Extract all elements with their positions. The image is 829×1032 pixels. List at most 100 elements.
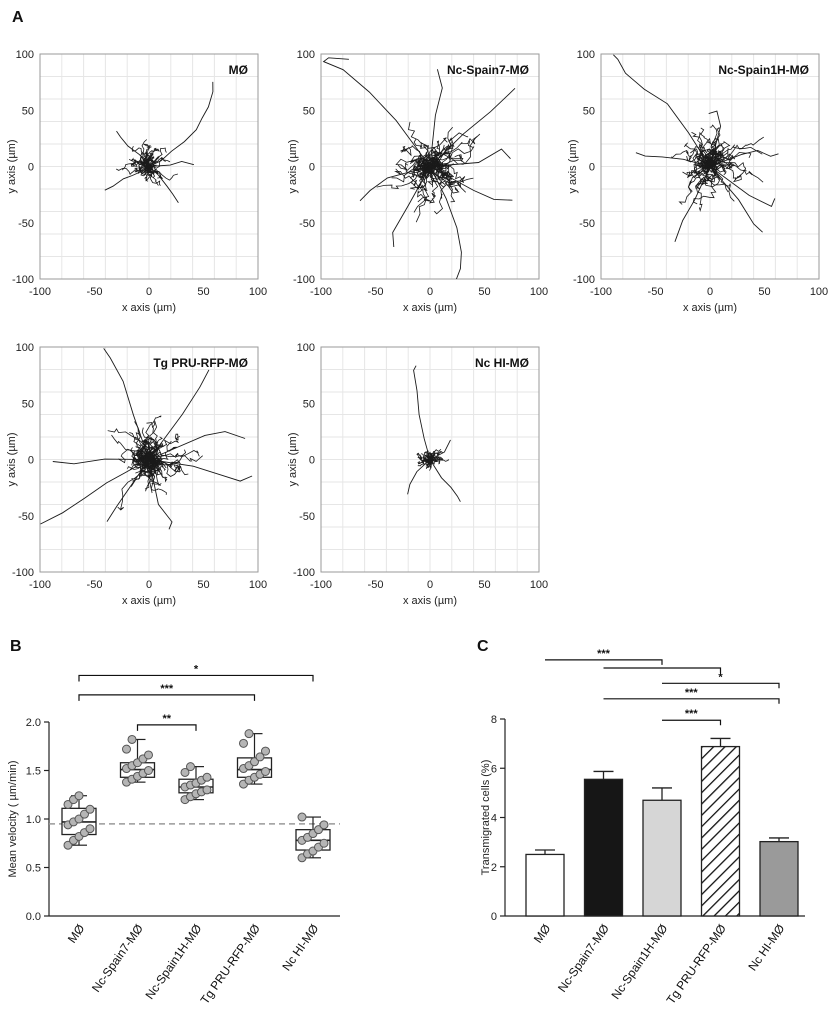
- tracks-group: [104, 81, 214, 204]
- category-label: Nc-Spain1H-MØ: [608, 922, 670, 1002]
- x-tick-label: -100: [310, 579, 332, 591]
- data-point: [255, 752, 265, 762]
- cell-track: [427, 163, 439, 204]
- cell-track: [148, 459, 167, 495]
- x-tick-label: 50: [197, 286, 209, 298]
- cell-track: [143, 143, 152, 167]
- y-tick-label: 50: [583, 105, 595, 117]
- panel-label-b: B: [10, 638, 22, 655]
- cell-track-long: [359, 166, 431, 202]
- y-tick-label: 100: [16, 49, 34, 61]
- x-axis-label: x axis (µm): [403, 302, 457, 314]
- significance-label: **: [162, 713, 171, 725]
- cell-track-long: [103, 348, 150, 460]
- x-axis-label: x axis (µm): [403, 595, 457, 607]
- y-tick-label: 0: [28, 455, 34, 467]
- cell-track-long: [429, 166, 462, 279]
- cell-track: [415, 166, 432, 223]
- cell-track: [413, 138, 437, 169]
- significance-label: *: [194, 663, 199, 675]
- cell-track: [687, 166, 711, 193]
- cell-track: [426, 166, 448, 215]
- data-point: [85, 804, 95, 814]
- y-tick-label: 1.5: [26, 766, 41, 778]
- data-point: [144, 750, 153, 760]
- cell-track: [138, 164, 150, 175]
- x-tick-label: 100: [249, 579, 267, 591]
- y-tick-label: -100: [573, 274, 595, 286]
- cell-track-long: [106, 459, 150, 522]
- plot-title: Nc HI-MØ: [475, 356, 529, 370]
- cell-track-long: [709, 166, 763, 233]
- cell-track: [131, 159, 150, 167]
- cell-track: [709, 161, 764, 183]
- y-tick-label: 0: [28, 162, 34, 174]
- x-tick-label: -50: [87, 286, 103, 298]
- y-tick-label: -50: [18, 218, 34, 230]
- plot-title: Tg PRU-RFP-MØ: [153, 356, 248, 370]
- significance-bracket: [603, 667, 722, 674]
- significance-label: ***: [597, 648, 611, 660]
- cell-track-long: [116, 130, 150, 167]
- cell-track: [429, 457, 450, 463]
- cell-track: [127, 452, 155, 470]
- x-tick-label: 0: [427, 579, 433, 591]
- x-tick-label: 50: [197, 579, 209, 591]
- y-tick-label: -100: [12, 274, 34, 286]
- cell-track: [701, 150, 722, 170]
- bar: [759, 840, 799, 917]
- cell-track-long: [429, 148, 511, 167]
- cell-track: [429, 154, 464, 167]
- panel-label-c: C: [477, 638, 489, 655]
- cell-track: [134, 161, 150, 172]
- y-tick-label: -50: [299, 511, 315, 523]
- cell-track: [429, 132, 469, 167]
- y-axis-label: y axis (µm): [287, 139, 299, 193]
- y-tick-label: 4: [491, 813, 497, 825]
- significance-bracket: [78, 694, 256, 701]
- cell-track: [695, 166, 719, 189]
- plot-frame: [320, 53, 540, 280]
- data-point: [144, 766, 153, 775]
- cell-track: [709, 166, 735, 202]
- data-point: [250, 757, 259, 767]
- cell-track-long: [148, 431, 246, 460]
- data-point: [261, 746, 270, 756]
- significance-label: ***: [160, 683, 174, 695]
- plot-frame: [600, 53, 820, 280]
- data-point: [180, 767, 190, 777]
- y-axis-label: y axis (µm): [6, 139, 18, 193]
- y-tick-label: 50: [22, 398, 34, 410]
- tracks-group: [40, 348, 253, 530]
- cell-track: [706, 157, 747, 172]
- category-label: Nc-Spain7-MØ: [555, 922, 612, 995]
- y-tick-label: -100: [293, 274, 315, 286]
- data-point: [297, 812, 307, 822]
- x-tick-label: 100: [530, 579, 548, 591]
- cell-track: [709, 158, 727, 176]
- cell-track: [683, 142, 711, 167]
- significance-bracket: [136, 724, 197, 731]
- significance-bracket: [662, 719, 722, 726]
- cell-track: [148, 459, 189, 477]
- x-tick-label: 100: [530, 286, 548, 298]
- cell-track: [376, 166, 431, 189]
- cell-track-long: [148, 369, 210, 460]
- plot-frame: [39, 53, 259, 280]
- trajectory-plot-3: -100 -50 0 50 100 100 50 0 -50 -100 x axis (µm) y a…: [567, 49, 828, 314]
- trajectory-plot-2: -100 -50 0 50 100 100 50 0 -50 -100 x axis (µm) y a…: [287, 49, 548, 314]
- x-tick-label: 50: [758, 286, 770, 298]
- x-tick-label: -100: [590, 286, 612, 298]
- cell-track-long: [104, 166, 150, 191]
- data-point: [74, 814, 84, 824]
- cell-track: [408, 121, 431, 167]
- cell-track: [140, 166, 150, 177]
- cell-track-long: [40, 459, 150, 525]
- cell-track-long: [429, 439, 451, 460]
- y-tick-label: 8: [491, 714, 497, 726]
- cell-track-long: [148, 166, 179, 204]
- trajectory-plot-4: -100 -50 0 50 100 100 50 0 -50 -100 x axis (µm) y a…: [6, 342, 267, 607]
- data-point: [127, 734, 137, 744]
- cell-track-long: [148, 81, 214, 167]
- significance-label: *: [718, 671, 723, 683]
